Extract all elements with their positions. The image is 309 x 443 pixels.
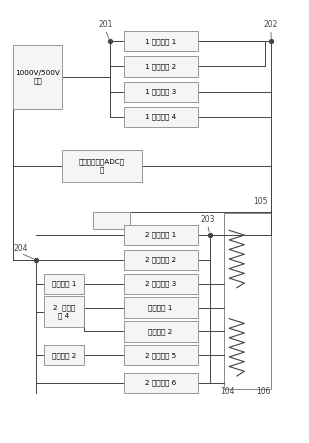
Bar bbox=[124, 31, 197, 51]
Text: 202: 202 bbox=[264, 20, 278, 29]
Text: 接地电阻 2: 接地电阻 2 bbox=[52, 352, 76, 359]
Text: 绝缘电阻测量ADC采
集: 绝缘电阻测量ADC采 集 bbox=[79, 159, 125, 173]
Text: 2 组继电器 2: 2 组继电器 2 bbox=[145, 256, 176, 263]
Text: 1000V/500V
电源: 1000V/500V 电源 bbox=[15, 70, 60, 84]
Bar bbox=[124, 373, 197, 393]
Bar bbox=[124, 297, 197, 318]
Text: 2 组继电器 6: 2 组继电器 6 bbox=[145, 379, 176, 386]
Bar bbox=[62, 150, 142, 182]
Text: 限流电阻 1: 限流电阻 1 bbox=[148, 304, 173, 311]
Text: 201: 201 bbox=[98, 20, 112, 29]
Text: 1 组继电器 3: 1 组继电器 3 bbox=[145, 88, 176, 95]
Bar bbox=[124, 82, 197, 102]
Text: 203: 203 bbox=[200, 215, 215, 224]
Bar bbox=[44, 274, 84, 294]
Text: 限流电阻 2: 限流电阻 2 bbox=[148, 328, 173, 335]
Text: 106: 106 bbox=[256, 387, 271, 396]
Text: 2 组继电器 1: 2 组继电器 1 bbox=[145, 231, 176, 238]
Text: 2 组继电器 5: 2 组继电器 5 bbox=[145, 352, 176, 359]
Bar bbox=[44, 295, 84, 327]
Bar bbox=[124, 225, 197, 245]
Text: 2 组继电器 3: 2 组继电器 3 bbox=[145, 280, 176, 287]
Bar bbox=[224, 213, 271, 389]
Bar bbox=[13, 45, 62, 109]
Bar bbox=[44, 345, 84, 365]
Bar bbox=[93, 212, 130, 229]
Text: 204: 204 bbox=[13, 244, 28, 253]
Text: 1 组继电器 2: 1 组继电器 2 bbox=[145, 63, 176, 70]
Text: 104: 104 bbox=[220, 387, 235, 396]
Bar bbox=[124, 107, 197, 127]
Bar bbox=[124, 345, 197, 365]
Text: 接地电阻 1: 接地电阻 1 bbox=[52, 280, 76, 287]
Bar bbox=[124, 274, 197, 294]
Bar bbox=[124, 321, 197, 342]
Text: 105: 105 bbox=[253, 197, 268, 206]
Text: 1 组继电器 1: 1 组继电器 1 bbox=[145, 38, 176, 45]
Bar bbox=[124, 250, 197, 270]
Text: 2  组继电
器 4: 2 组继电 器 4 bbox=[53, 304, 75, 319]
Text: 1 组继电器 4: 1 组继电器 4 bbox=[145, 113, 176, 120]
Bar bbox=[124, 56, 197, 77]
